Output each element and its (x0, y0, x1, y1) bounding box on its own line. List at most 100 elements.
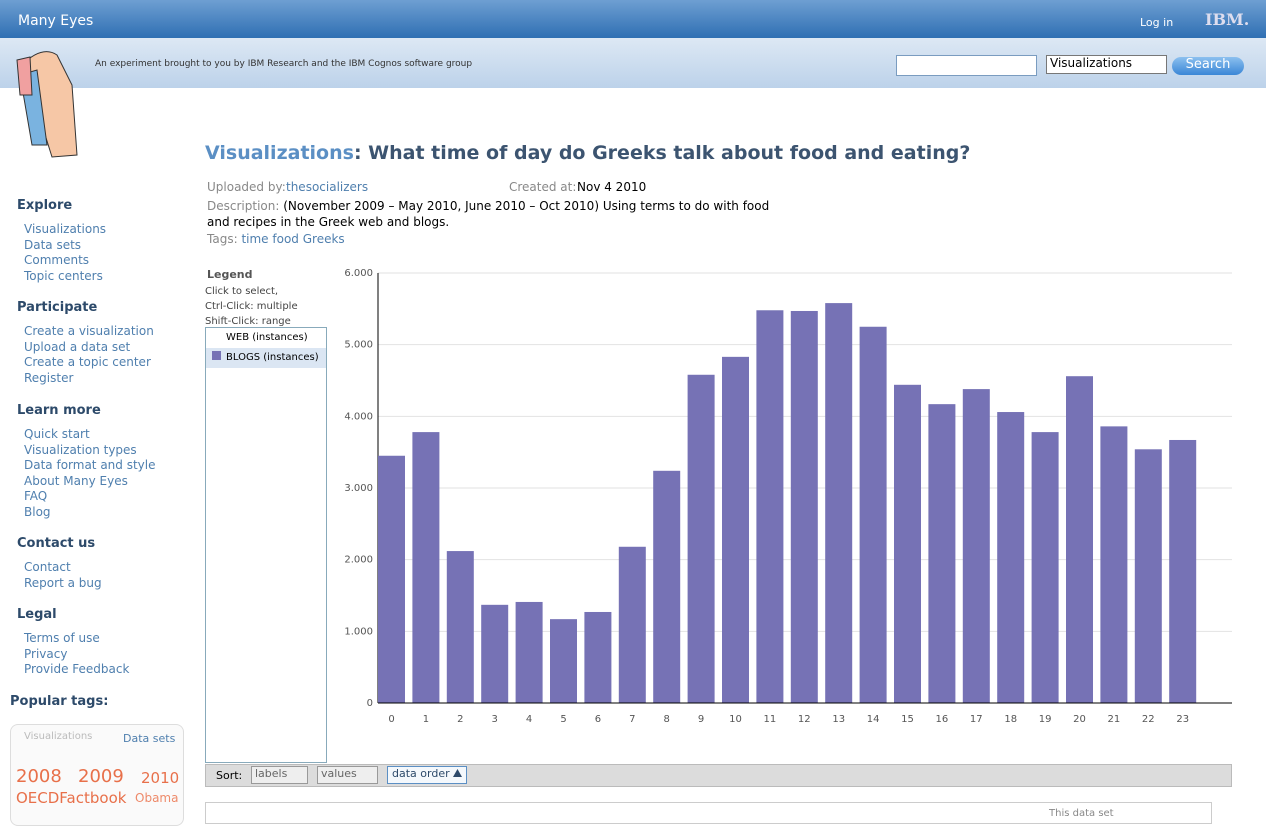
nav-link[interactable]: Visualizations (24, 222, 107, 236)
x-tick-label: 23 (1176, 714, 1189, 725)
x-tick-label: 6 (595, 714, 601, 725)
bar (378, 455, 405, 703)
tagline: An experiment brought to you by IBM Rese… (95, 59, 473, 69)
ibm-logo: IBM. (1205, 10, 1250, 29)
bar (515, 601, 543, 703)
x-tick-label: 21 (1108, 714, 1121, 725)
data-box-text: This data set (1049, 808, 1114, 819)
nav-link[interactable]: Privacy (24, 646, 68, 661)
y-tick-label: 6.000 (344, 268, 373, 279)
legend-swatch (212, 351, 221, 360)
nav-heading: Learn more (17, 403, 101, 418)
bar (618, 546, 646, 703)
bar (1169, 439, 1197, 703)
x-tick-label: 19 (1039, 714, 1052, 725)
tag[interactable]: 2009 (78, 766, 124, 787)
description: (November 2009 – May 2010, June 2010 – O… (207, 199, 770, 229)
tag-link[interactable]: Greeks (302, 232, 345, 246)
logo (16, 51, 78, 158)
x-tick-label: 1 (423, 714, 429, 725)
created-label: Created at: (509, 180, 577, 194)
y-tick-label: 4.000 (344, 411, 373, 422)
tags-label: Tags: (207, 232, 238, 246)
nav-link[interactable]: Create a topic center (24, 355, 151, 369)
nav-link[interactable]: Create a visualization (24, 324, 154, 338)
x-tick-label: 3 (492, 714, 498, 725)
x-tick-label: 18 (1004, 714, 1017, 725)
nav-link[interactable]: Quick start (24, 427, 90, 441)
tag[interactable]: Obama (135, 791, 179, 805)
nav-link[interactable]: Visualization types (24, 442, 137, 457)
description-label: Description: (207, 199, 280, 213)
title: : What time of day do Greeks talk about … (353, 142, 971, 164)
sort-label: Sort: (216, 769, 243, 782)
tag[interactable]: 2010 (141, 769, 180, 787)
x-tick-label: 17 (970, 714, 983, 725)
nav-link[interactable]: Data sets (24, 237, 82, 252)
sort-option[interactable]: data order (387, 766, 467, 784)
bar (997, 412, 1025, 703)
bar (1134, 449, 1162, 703)
x-tick-label: 13 (832, 714, 845, 725)
uploader[interactable]: thesocializers (286, 180, 369, 194)
search-select[interactable]: Visualizations (1046, 55, 1167, 74)
bar (584, 611, 612, 703)
x-tick-label: 14 (867, 714, 880, 725)
legend-item[interactable]: BLOGS (instances) (206, 348, 326, 368)
brand[interactable]: Many Eyes (18, 13, 94, 29)
x-tick-label: 7 (629, 714, 635, 725)
legend-box: WEB (instances) BLOGS (instances) (205, 327, 327, 763)
tag[interactable]: OECDFactbook (16, 789, 127, 807)
nav-link[interactable]: FAQ (24, 489, 48, 503)
search-input[interactable] (896, 55, 1037, 76)
description-block: Description: (November 2009 – May 2010, … (207, 198, 777, 230)
nav-link[interactable]: Topic centers (24, 268, 103, 283)
sort-option[interactable]: values (317, 766, 378, 784)
x-tick-label: 4 (526, 714, 532, 725)
search-button[interactable]: Search (1172, 57, 1244, 75)
tag[interactable]: 2008 (16, 766, 62, 787)
x-tick-label: 11 (764, 714, 777, 725)
nav-link[interactable]: Data format and style (24, 458, 156, 472)
bar (894, 384, 921, 703)
nav-link[interactable]: Provide Feedback (24, 662, 130, 676)
tag-link[interactable]: food (272, 232, 299, 246)
bar (412, 432, 440, 703)
legend-item[interactable]: WEB (instances) (226, 332, 308, 343)
legend-title: Legend (207, 268, 253, 281)
heading: Visualizations: What time of day do Gree… (205, 142, 970, 164)
x-tick-label: 22 (1142, 714, 1155, 725)
bar (756, 310, 784, 703)
nav-link[interactable]: About Many Eyes (24, 473, 128, 488)
tab[interactable]: Data sets (123, 732, 176, 745)
nav-link[interactable]: Register (24, 370, 74, 385)
created: Nov 4 2010 (577, 180, 647, 194)
x-tick-label: 5 (560, 714, 566, 725)
tag-link[interactable]: time (241, 232, 269, 246)
sort-arrow (453, 769, 463, 777)
section-link[interactable]: Visualizations (205, 142, 354, 164)
sort-option[interactable]: labels (251, 766, 308, 784)
bar (446, 551, 474, 703)
nav-link[interactable]: Contact (24, 560, 71, 574)
legend-help: Click to select, Ctrl-Click: multiple Shif… (205, 284, 298, 329)
x-tick-label: 8 (664, 714, 670, 725)
legend-label: BLOGS (instances) (226, 352, 319, 363)
bar (550, 619, 577, 703)
nav-link[interactable]: Blog (24, 504, 51, 519)
nav-heading: Participate (17, 300, 98, 315)
nav-link[interactable]: Comments (24, 253, 90, 267)
login[interactable]: Log in (1140, 16, 1174, 29)
bar (1066, 376, 1093, 703)
tab[interactable]: Visualizations (24, 731, 93, 742)
bar (859, 326, 887, 703)
tags-row: Tags: time food Greeks (207, 232, 345, 246)
x-tick-label: 15 (901, 714, 914, 725)
nav-link[interactable]: Report a bug (24, 575, 102, 590)
nav-link[interactable]: Terms of use (24, 631, 100, 645)
nav-link[interactable]: Upload a data set (24, 339, 131, 354)
x-tick-label: 10 (729, 714, 742, 725)
help-line: Ctrl-Click: multiple (205, 301, 298, 312)
